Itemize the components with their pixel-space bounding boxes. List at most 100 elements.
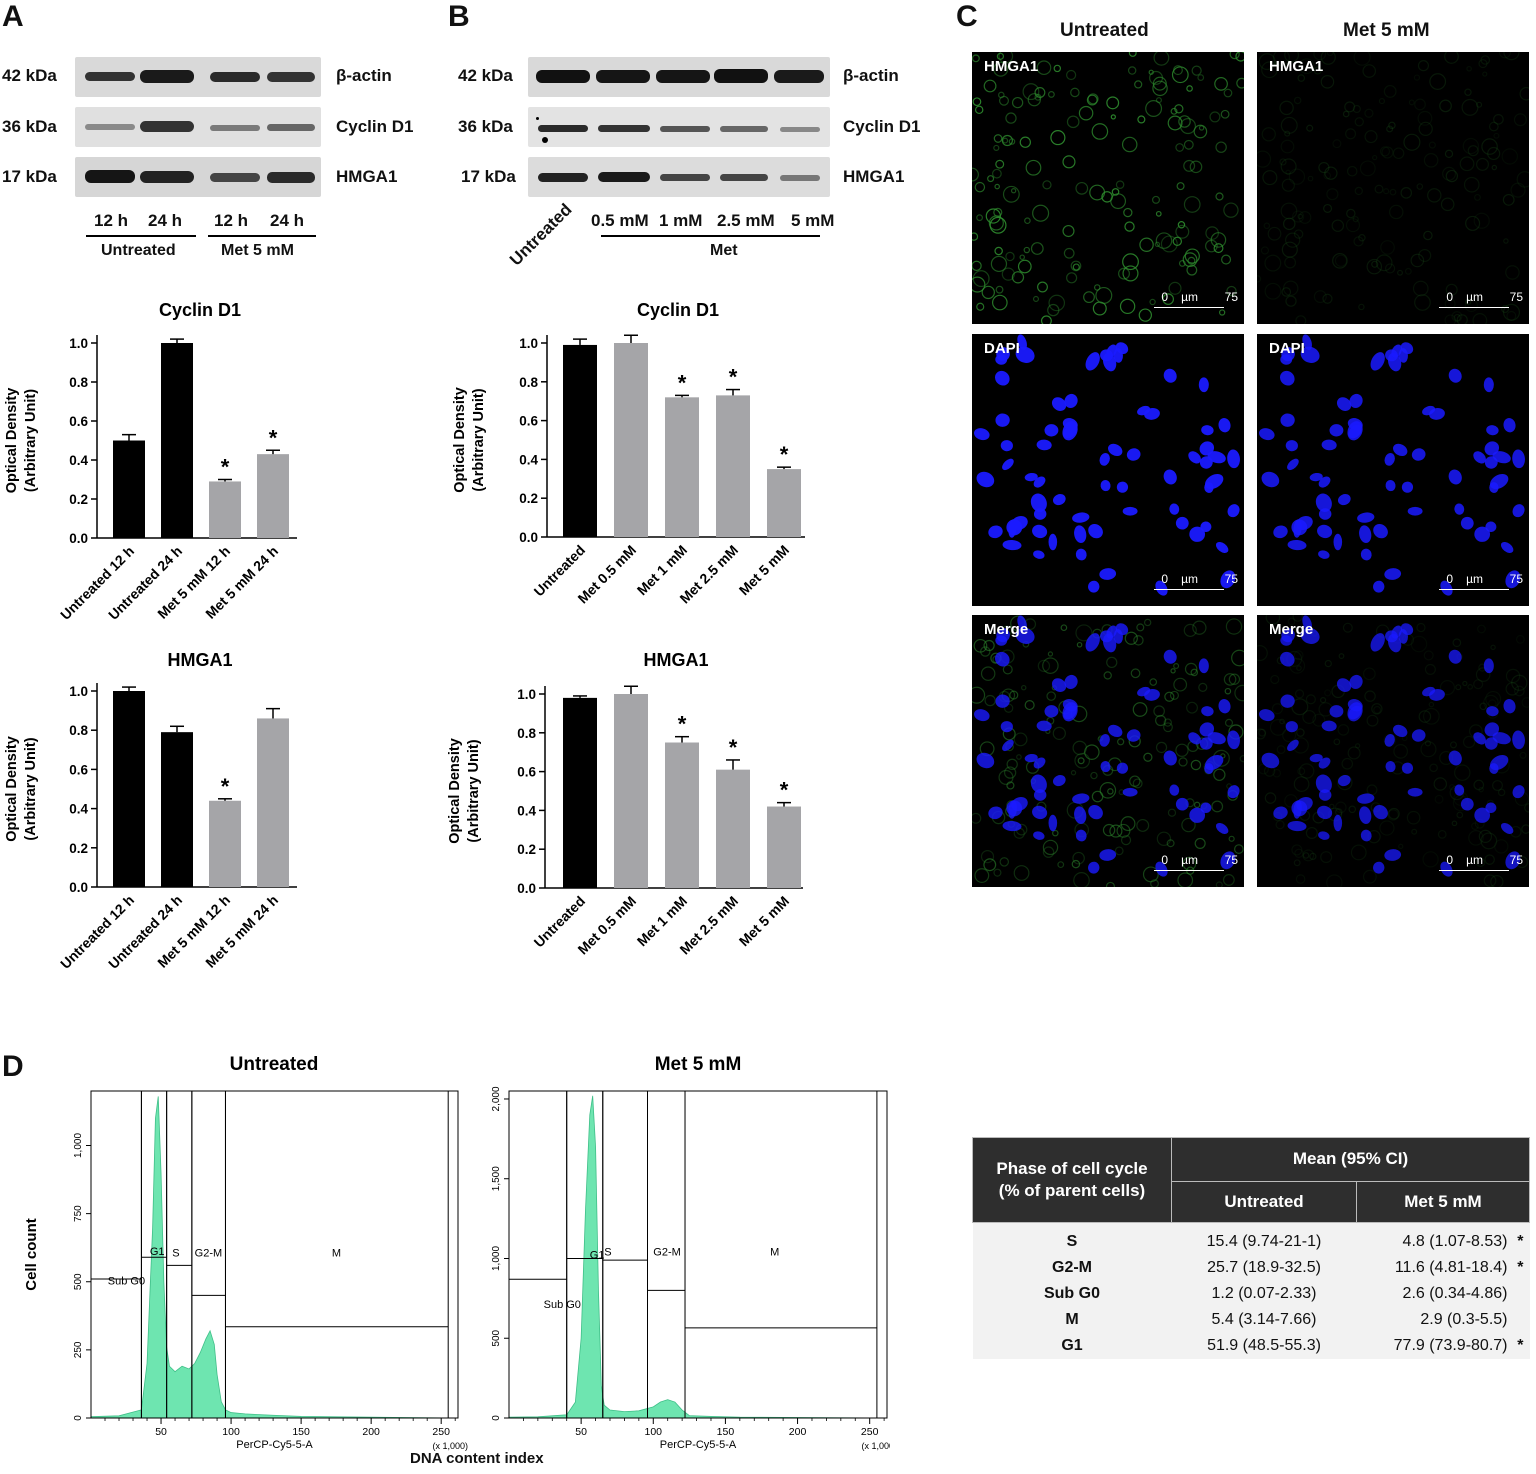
- bar: [716, 769, 750, 888]
- y-tick-label: 0.0: [517, 881, 536, 896]
- y-tick-label: 0: [73, 1415, 84, 1421]
- bar: [665, 397, 699, 537]
- gate-label: S: [172, 1248, 179, 1260]
- significance-marker: *: [1517, 1259, 1524, 1276]
- blot-strip-b-actin: [75, 57, 321, 97]
- met-value: 2.9 (0.3-5.5): [1420, 1311, 1508, 1328]
- histogram-area: [508, 1095, 885, 1419]
- micrograph-hmga1-met: HMGA1 0 µm 75: [1257, 52, 1529, 324]
- protein-label: Cyclin D1: [843, 117, 921, 136]
- lane-label: 5 mM: [791, 211, 835, 230]
- bar: [161, 732, 193, 887]
- x-tick-label: 150: [292, 1426, 310, 1438]
- bar: [113, 440, 145, 538]
- x-tick-label: Met 5 mM: [736, 542, 792, 598]
- lane-label: 12 h: [214, 211, 249, 230]
- y-tick-label: 1.0: [517, 687, 536, 702]
- x-tick-label: 200: [789, 1426, 807, 1438]
- bar-chart-a-hmga1: HMGA1 Optical Density (Arbitrary Unit) 0.0 0…: [4, 650, 297, 972]
- y-tick-label: 0.6: [517, 765, 536, 780]
- kda-label: 36 kDa: [458, 117, 513, 136]
- significance-marker: *: [780, 442, 789, 467]
- gate-label: Sub G0: [108, 1275, 145, 1287]
- significance-marker: *: [780, 778, 789, 803]
- gate-label: S: [604, 1246, 611, 1258]
- y-tick-label: 0.4: [519, 452, 538, 467]
- y-axis-label: (Arbitrary Unit): [466, 739, 482, 842]
- met-cell: 2.9 (0.3-5.5): [1356, 1307, 1530, 1333]
- chart-title: Untreated: [230, 1054, 319, 1075]
- gate-label: G1: [590, 1249, 605, 1261]
- chart-title: Cyclin D1: [637, 300, 719, 320]
- lane-label: Untreated: [506, 199, 576, 270]
- table-row: G2-M 25.7 (18.9-32.5) 11.6 (4.81-18.4) *: [972, 1255, 1530, 1281]
- micro-label: HMGA1: [1269, 58, 1324, 75]
- header-phase: Phase of cell cycle (% of parent cells): [972, 1137, 1172, 1223]
- x-tick-label: 100: [645, 1426, 663, 1438]
- significance-marker: *: [1517, 1233, 1524, 1250]
- y-axis-label: Optical Density: [447, 738, 463, 844]
- significance-marker: *: [678, 712, 687, 737]
- significance-marker: *: [678, 370, 687, 395]
- gate-label: M: [770, 1246, 779, 1258]
- kda-label: 36 kDa: [2, 117, 57, 136]
- bar: [209, 481, 241, 538]
- blot-strip-cyclin-d1: [75, 107, 321, 147]
- y-axis-label: Optical Density: [4, 736, 20, 842]
- panel-letter-b: B: [448, 0, 470, 33]
- chart-title: HMGA1: [167, 650, 232, 670]
- panel-letter-a: A: [2, 0, 24, 33]
- y-tick-label: 0.6: [69, 414, 88, 429]
- protein-label: HMGA1: [843, 167, 905, 186]
- y-tick-label: 1,500: [491, 1166, 502, 1191]
- untreated-cell: 25.7 (18.9-32.5): [1171, 1255, 1357, 1281]
- gate-label: M: [332, 1248, 341, 1260]
- header-met: Met 5 mM: [1356, 1180, 1530, 1223]
- blot-strip-hmga1: [528, 157, 830, 197]
- x-tick-label: 50: [155, 1426, 167, 1438]
- untreated-cell: 5.4 (3.14-7.66): [1171, 1307, 1357, 1333]
- y-axis-label: Optical Density: [452, 387, 468, 493]
- chart-title: Met 5 mM: [655, 1054, 742, 1075]
- micro-label: DAPI: [984, 340, 1020, 357]
- x-axis-label: PerCP-Cy5-5-A: [236, 1439, 313, 1451]
- protein-label: HMGA1: [336, 167, 398, 186]
- micro-label: Merge: [984, 621, 1029, 638]
- group-underline: [86, 235, 196, 237]
- significance-marker: *: [729, 365, 738, 390]
- lane-label: 2.5 mM: [717, 211, 775, 230]
- chart-title: Cyclin D1: [159, 300, 241, 320]
- micro-label: HMGA1: [984, 58, 1039, 75]
- bar: [767, 469, 801, 537]
- kda-label: 42 kDa: [2, 66, 57, 85]
- met-value: 2.6 (0.34-4.86): [1402, 1285, 1508, 1302]
- flow-shared-xlabel: DNA content index: [410, 1450, 544, 1467]
- met-value: 77.9 (73.9-80.7): [1393, 1337, 1508, 1354]
- y-tick-label: 250: [73, 1341, 84, 1358]
- met-value: 11.6 (4.81-18.4): [1394, 1259, 1508, 1276]
- y-tick-label: 0.4: [69, 453, 88, 468]
- phase-cell: M: [972, 1307, 1172, 1333]
- untreated-cell: 1.2 (0.07-2.33): [1171, 1281, 1357, 1307]
- x-tick-label: 150: [717, 1426, 735, 1438]
- phase-cell: Sub G0: [972, 1281, 1172, 1307]
- y-tick-label: 0.2: [69, 841, 88, 856]
- untreated-cell: 51.9 (48.5-55.3): [1171, 1333, 1357, 1359]
- x-multiplier-label: (x 1,000): [432, 1441, 468, 1451]
- bar: [614, 694, 648, 888]
- y-tick-label: 0.2: [517, 842, 536, 857]
- phase-cell: G2-M: [972, 1255, 1172, 1281]
- significance-marker: *: [269, 425, 278, 450]
- significance-marker: *: [729, 735, 738, 760]
- x-multiplier-label: (x 1,000): [861, 1441, 890, 1451]
- lane-label: 0.5 mM: [591, 211, 649, 230]
- y-tick-label: 1.0: [69, 684, 88, 699]
- y-tick-label: 0.8: [517, 726, 536, 741]
- bar: [161, 343, 193, 538]
- y-tick-label: 0.2: [519, 491, 538, 506]
- y-tick-label: 0.0: [519, 530, 538, 545]
- x-tick-label: 250: [432, 1426, 450, 1438]
- bar: [113, 691, 145, 887]
- bar: [716, 395, 750, 537]
- bar-chart-a-cyclin-d1: Cyclin D1 Optical Density (Arbitrary Unit)…: [4, 300, 297, 623]
